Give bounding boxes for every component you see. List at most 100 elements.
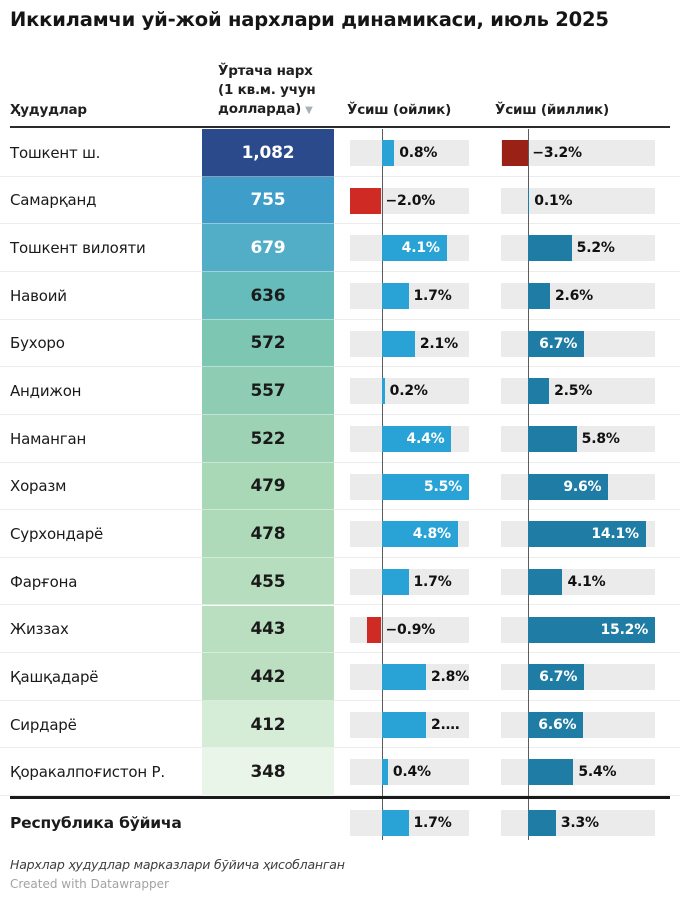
region-name: Фарғона (10, 572, 78, 591)
bar-value-label: 0.2% (389, 383, 428, 400)
price-header-line2: (1 кв.м. учун (218, 82, 316, 98)
region-name: Самарқанд (10, 191, 97, 210)
bar-track (350, 810, 469, 836)
average-price-cell: 348 (202, 748, 334, 797)
average-price-cell: 679 (202, 224, 334, 272)
bar-value-label: 6.7% (539, 335, 578, 352)
positive-bar (381, 378, 385, 405)
price-header-line3: долларда) ▼ (218, 101, 313, 117)
average-price-cell: 455 (202, 557, 334, 606)
bar-value-label: 2.… (431, 716, 460, 733)
bar-track (500, 282, 655, 309)
positive-bar (528, 378, 550, 405)
positive-bar (528, 616, 656, 643)
row-divider (0, 699, 680, 701)
positive-bar (528, 282, 550, 309)
row-divider (0, 366, 680, 368)
average-price-cell: 1,082 (202, 129, 334, 177)
average-price-cell: 636 (202, 271, 334, 320)
positive-bar (381, 140, 395, 166)
column-header-price-sortable[interactable]: Ўртача нарх (1 кв.м. учун долларда) ▼ (218, 62, 316, 120)
bar-value-label: −2.0% (385, 192, 436, 209)
region-name: Навоий (10, 286, 67, 305)
bar-value-label: 1.7% (413, 573, 452, 590)
bar-value-label: 2.6% (554, 287, 593, 304)
bar-track (500, 425, 655, 452)
region-name: Қашқадарё (10, 667, 99, 686)
bar-value-label: 4.4% (406, 430, 445, 447)
positive-bar (528, 330, 585, 357)
region-name: Бухоро (10, 334, 65, 353)
positive-bar (381, 235, 447, 262)
average-price-cell: 557 (202, 367, 334, 415)
column-header-region: Ҳудудлар (10, 102, 87, 118)
positive-bar (528, 664, 585, 691)
row-divider (0, 509, 680, 511)
bar-track (350, 759, 469, 786)
datawrapper-credit: Created with Datawrapper (10, 877, 169, 891)
bar-track (500, 759, 655, 786)
bar-value-label: 5.5% (423, 478, 462, 495)
region-name: Сурхондарё (10, 525, 104, 543)
total-row-divider (10, 796, 670, 799)
row-divider (0, 318, 680, 320)
bar-track (500, 235, 655, 262)
table-row: Хоразм 479 5.5% 9.6% (0, 462, 680, 511)
table-row: Наманган 522 4.4% 5.8% (0, 414, 680, 463)
table-row: Андижон 557 0.2% 2.5% (0, 367, 680, 415)
bar-track (350, 282, 469, 309)
bar-value-label: 1.7% (413, 287, 452, 304)
bar-value-label: 2.8% (431, 669, 470, 686)
bar-value-label: 6.7% (539, 669, 578, 686)
region-name: Қоракалпоғистон Р. (10, 763, 165, 782)
region-name: Тошкент ш. (10, 143, 101, 162)
column-header-yearly-growth: Ўсиш (йиллик) (495, 102, 609, 118)
table-row: Қашқадарё 442 2.8% 6.7% (0, 653, 680, 701)
row-divider (0, 175, 680, 177)
row-divider (0, 461, 680, 463)
bar-track (500, 810, 655, 836)
row-divider (0, 556, 680, 558)
bar-track (500, 568, 655, 595)
table-row: Қоракалпоғистон Р. 348 0.4% 5.4% (0, 748, 680, 797)
negative-bar (349, 187, 382, 214)
region-name: Андижон (10, 382, 82, 401)
table-row: Сирдарё 412 2.… 6.6% (0, 700, 680, 749)
average-price-cell: 478 (202, 510, 334, 558)
positive-bar (528, 425, 577, 452)
bar-value-label: 0.1% (534, 192, 573, 209)
chart-title: Иккиламчи уй-жой нархлари динамикаси, ию… (10, 8, 609, 31)
bar-value-label: −3.2% (532, 145, 582, 161)
positive-bar (381, 473, 469, 500)
bar-value-label: 15.2% (600, 621, 649, 638)
bar-value-label: 5.8% (581, 430, 620, 447)
bar-value-label: −0.9% (385, 621, 436, 638)
bar-track (500, 378, 655, 405)
row-divider (0, 223, 680, 225)
bar-value-label: 2.5% (554, 383, 593, 400)
positive-bar (528, 568, 563, 595)
bar-track (350, 378, 469, 405)
table-row: Фарғона 455 1.7% 4.1% (0, 557, 680, 606)
positive-bar (381, 330, 415, 357)
table-row: Сурхондарё 478 4.8% 14.1% (0, 510, 680, 558)
bar-track (500, 187, 655, 214)
positive-bar (381, 568, 409, 595)
total-row-label: Республика бўйича (10, 813, 182, 832)
table-row: Тошкент вилояти 679 4.1% 5.2% (0, 224, 680, 272)
sort-descending-icon: ▼ (305, 105, 313, 116)
positive-bar (381, 810, 409, 836)
bar-value-label: 1.7% (413, 815, 452, 831)
row-divider (0, 747, 680, 749)
average-price-cell: 522 (202, 414, 334, 463)
bar-value-label: 5.4% (578, 764, 617, 781)
table-row: Навоий 636 1.7% 2.6% (0, 271, 680, 320)
bar-value-label: 0.8% (399, 145, 438, 161)
bar-value-label: 6.6% (538, 716, 577, 733)
row-divider (0, 604, 680, 606)
region-name: Тошкент вилояти (10, 239, 146, 258)
bar-value-label: 14.1% (591, 526, 639, 543)
row-divider (0, 795, 680, 797)
positive-bar (381, 711, 427, 738)
